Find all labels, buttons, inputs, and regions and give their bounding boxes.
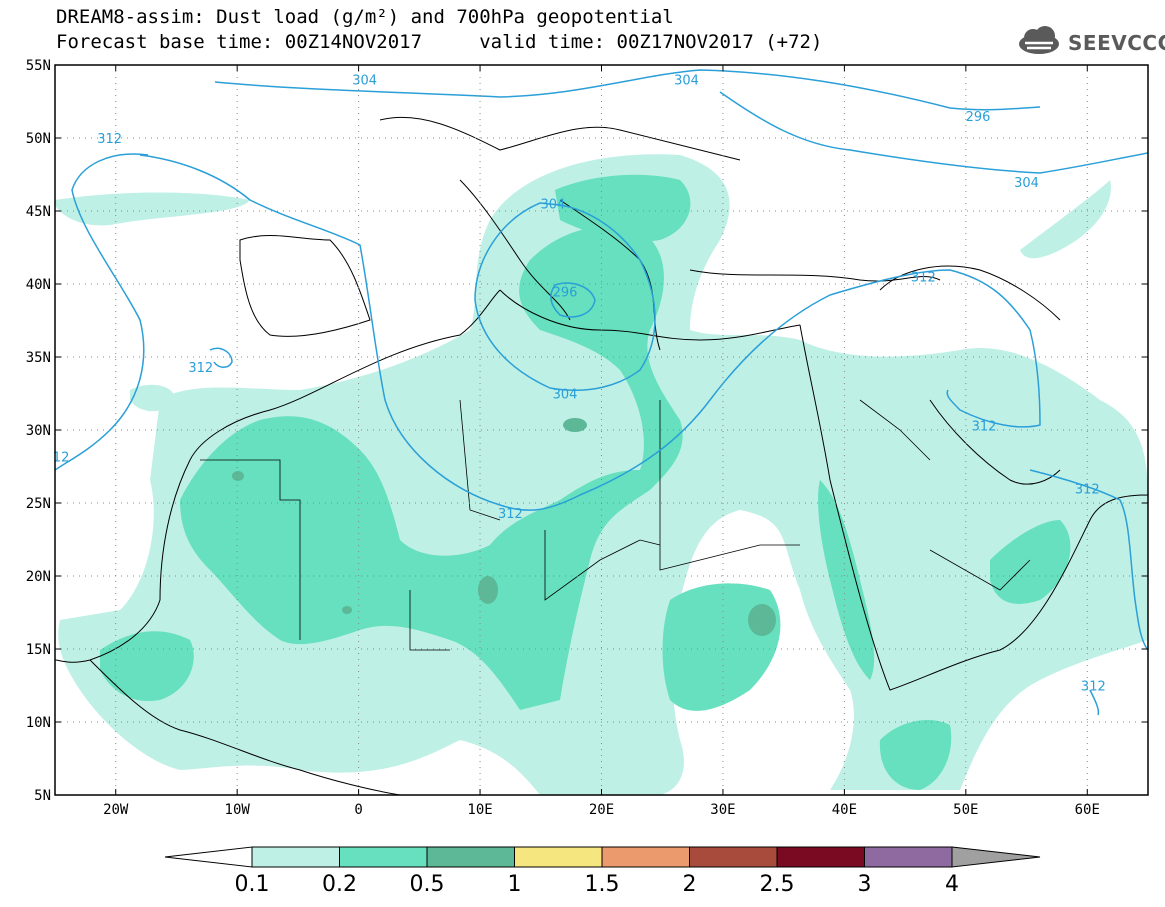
colorbar-cell (514, 846, 603, 868)
map-title: DREAM8-assim: Dust load (g/m²) and 700hP… (56, 6, 674, 28)
colorbar-label: 0.1 (235, 872, 270, 897)
colorbar-label: 1 (508, 872, 522, 897)
lat-tick-label: 25N (26, 496, 51, 512)
contour-label: 312 (972, 420, 997, 435)
lat-tick-label: 20N (26, 569, 51, 585)
lat-tick-label: 15N (26, 642, 51, 658)
colorbar-label: 0.2 (322, 872, 357, 897)
contour-label: 312 (188, 361, 213, 376)
contour-label: 312 (498, 507, 523, 522)
colorbar-cell (251, 846, 340, 868)
lat-tick-label: 50N (26, 131, 51, 147)
colorbar-label: 4 (945, 872, 959, 897)
lat-tick-label: 5N (34, 788, 51, 804)
colorbar-cell (864, 846, 953, 868)
lat-tick-label: 45N (26, 204, 51, 220)
contour-label: 296 (553, 285, 578, 300)
colorbar-label: 0.5 (410, 872, 445, 897)
colorbar-cells (164, 846, 1041, 868)
dust-shading (55, 154, 1148, 795)
contour-label: 312 (911, 271, 936, 286)
colorbar-label: 1.5 (585, 872, 620, 897)
geopotential-contours (55, 69, 1148, 716)
logo-text: SEEVCCC (1068, 31, 1165, 55)
lat-tick-label: 35N (26, 350, 51, 366)
colorbar-right-arrow (951, 846, 1041, 868)
lon-tick-label: 0 (354, 802, 362, 818)
contour-label: 12 (53, 450, 70, 465)
colorbar-labels: 0.1 0.2 0.5 1 1.5 2 2.5 3 4 (235, 872, 960, 897)
contour-label: 304 (1014, 176, 1039, 191)
lat-tick-label: 10N (26, 715, 51, 731)
lon-tick-label: 50E (953, 802, 978, 818)
lon-tick-label: 10E (467, 802, 492, 818)
colorbar-cell (776, 846, 865, 868)
coastlines (55, 116, 1148, 795)
contour-label: 304 (553, 388, 578, 403)
lon-tick-label: 60E (1075, 802, 1100, 818)
lat-tick-label: 40N (26, 277, 51, 293)
lon-tick-label: 40E (832, 802, 857, 818)
colorbar-cell (601, 846, 690, 868)
axis-tick-labels: 55N 50N 45N 40N 35N 30N 25N 20N 15N 10N 5N 20W 10W 0 1… (26, 58, 1100, 818)
cloud-logo-icon (1019, 26, 1059, 54)
colorbar-cell (426, 846, 515, 868)
lat-tick-label: 30N (26, 423, 51, 439)
colorbar-cell (339, 846, 428, 868)
gridlines (55, 65, 1148, 795)
lon-tick-label: 30E (710, 802, 735, 818)
lat-tick-label: 55N (26, 58, 51, 74)
colorbar-left-arrow (164, 846, 253, 868)
colorbar-label: 2 (683, 872, 697, 897)
colorbar-cell (689, 846, 778, 868)
contour-label: 312 (1075, 482, 1100, 497)
colorbar-label: 2.5 (760, 872, 795, 897)
contour-label: 304 (541, 198, 566, 213)
lon-tick-label: 20W (103, 802, 129, 818)
country-borders (200, 399, 1031, 651)
lon-tick-label: 20E (589, 802, 614, 818)
contour-labels: 3043042963043123042963123123043121231231… (53, 74, 1106, 695)
contour-label: 304 (674, 74, 699, 89)
contour-label: 296 (966, 110, 991, 125)
lon-tick-label: 10W (225, 802, 251, 818)
axis-ticks (55, 64, 1148, 796)
colorbar-label: 3 (858, 872, 872, 897)
map-subtitle: Forecast base time: 00Z14NOV2017 valid t… (56, 31, 823, 53)
